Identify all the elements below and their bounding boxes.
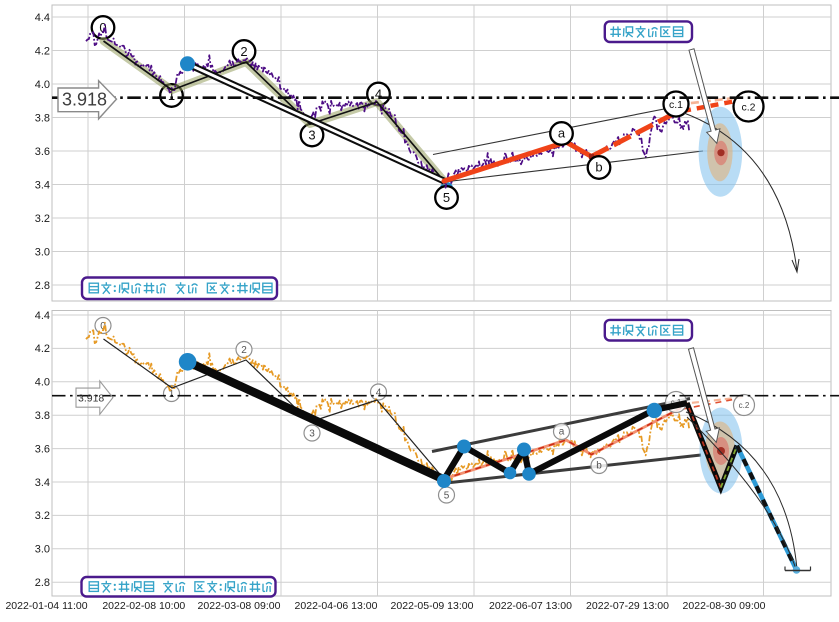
svg-text:a: a: [559, 427, 565, 438]
svg-text:2022-01-04 11:00: 2022-01-04 11:00: [5, 600, 87, 612]
svg-text:2022-05-09 13:00: 2022-05-09 13:00: [391, 600, 474, 612]
svg-text:c.2: c.2: [741, 102, 755, 114]
svg-text:2: 2: [240, 44, 247, 59]
svg-text:4.4: 4.4: [35, 310, 50, 322]
svg-text:3.4: 3.4: [35, 179, 50, 191]
svg-text:2022-06-07 13:00: 2022-06-07 13:00: [489, 600, 572, 612]
svg-text:2022-03-08 09:00: 2022-03-08 09:00: [198, 600, 281, 612]
svg-text:2022-02-08 10:00: 2022-02-08 10:00: [102, 600, 185, 612]
svg-text:3.8: 3.8: [35, 410, 50, 422]
svg-text:3: 3: [308, 128, 315, 143]
svg-text:2022-04-06 13:00: 2022-04-06 13:00: [295, 600, 378, 612]
svg-text:3.8: 3.8: [35, 112, 50, 124]
svg-text:a: a: [558, 126, 566, 141]
svg-text:2022-07-29 13:00: 2022-07-29 13:00: [586, 600, 669, 612]
svg-text:4: 4: [376, 388, 382, 399]
svg-text:3: 3: [309, 429, 315, 440]
svg-text:4.4: 4.4: [35, 12, 50, 24]
svg-text:2: 2: [241, 345, 247, 356]
svg-text:4.0: 4.0: [35, 79, 50, 91]
svg-text:2.8: 2.8: [35, 280, 50, 292]
svg-text:3.0: 3.0: [35, 544, 50, 556]
svg-text:5: 5: [444, 491, 450, 502]
svg-text:3.2: 3.2: [35, 510, 50, 522]
svg-text:3.918: 3.918: [78, 393, 104, 405]
svg-text:3.2: 3.2: [35, 213, 50, 225]
svg-text:3.0: 3.0: [35, 246, 50, 258]
svg-text:c.2: c.2: [739, 401, 750, 410]
svg-text:3.6: 3.6: [35, 146, 50, 158]
svg-text:3.6: 3.6: [35, 443, 50, 455]
svg-text:2022-08-30 09:00: 2022-08-30 09:00: [683, 600, 766, 612]
svg-text:3.4: 3.4: [35, 477, 50, 489]
svg-text:b: b: [595, 160, 602, 175]
svg-text:5: 5: [443, 190, 450, 205]
svg-text:4.2: 4.2: [35, 45, 50, 57]
svg-text:b: b: [596, 461, 602, 472]
svg-text:3.918: 3.918: [62, 90, 107, 110]
svg-text:4.0: 4.0: [35, 377, 50, 389]
svg-text:c.1: c.1: [669, 99, 683, 111]
svg-text:4.2: 4.2: [35, 343, 50, 355]
svg-text:2.8: 2.8: [35, 577, 50, 589]
